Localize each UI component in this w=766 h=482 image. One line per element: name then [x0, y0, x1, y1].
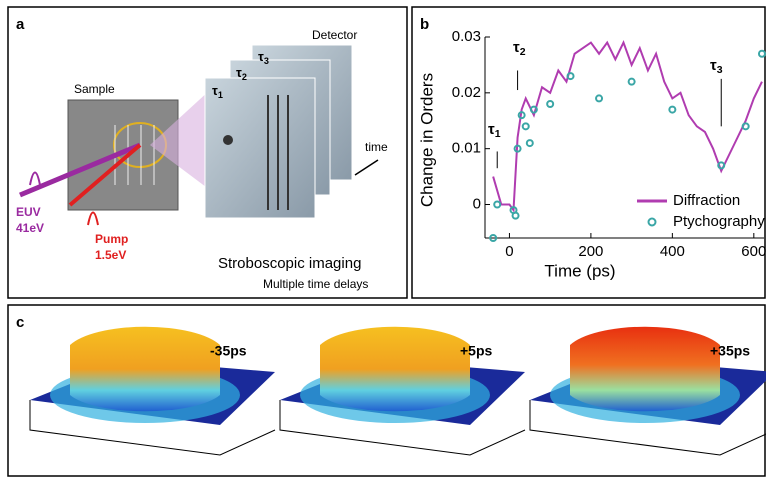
chart: 0 0.01 0.02 0.03 0 200 400 600 Time (ps) Change i… [417, 28, 766, 281]
x-tick-label: 600 [741, 243, 766, 260]
tau-subscript: 1 [218, 90, 223, 100]
legend-swatch [649, 219, 656, 226]
time-label: time [365, 140, 388, 154]
ptychography-point [669, 107, 675, 113]
tau-subscript: 1 [495, 128, 501, 140]
time-arrow [355, 160, 378, 175]
x-tick-label: 200 [578, 243, 603, 260]
tau-subscript: 3 [717, 64, 723, 76]
y-tick-label: 0.02 [452, 84, 481, 101]
delay-label: -35ps [210, 343, 247, 359]
ptychography-point [759, 51, 765, 57]
pump-label: Pump [95, 232, 128, 246]
euv-pulse [30, 173, 40, 186]
figure: a Sample EUV 41eV Pump 1.5eV Detector τ1… [0, 0, 766, 477]
ptychography-point [513, 213, 519, 219]
tau-subscript: 3 [264, 56, 269, 66]
y-tick-label: 0.03 [452, 28, 481, 45]
panel-label: a [16, 16, 25, 33]
ptychography-point [743, 123, 749, 129]
ptychography-point [494, 202, 500, 208]
ptychography-point [568, 73, 574, 79]
surface [70, 327, 220, 412]
panel-label: b [420, 16, 429, 33]
ptychography-point [596, 95, 602, 101]
surfaces: -35ps +5ps +35ps [30, 327, 766, 455]
surface [320, 327, 470, 412]
detector-label: Detector [312, 28, 357, 42]
y-tick-label: 0 [473, 195, 481, 212]
legend-label: Diffraction [673, 192, 740, 209]
y-axis-label: Change in Orders [417, 73, 436, 207]
caption: Stroboscopic imaging [218, 255, 361, 272]
ptychography-point [547, 101, 553, 107]
y-tick-label: 0.01 [452, 140, 481, 157]
x-axis-label: Time (ps) [544, 261, 615, 280]
tau-subscript: 2 [520, 46, 526, 58]
delay-label: +5ps [460, 343, 493, 359]
tau-label: τ2 [513, 39, 526, 58]
frame-feature [223, 135, 233, 145]
ptychography-point [629, 79, 635, 85]
subcaption: Multiple time delays [263, 277, 368, 291]
pump-energy: 1.5eV [95, 248, 126, 262]
tau-label: τ3 [710, 57, 723, 76]
panel-label: c [16, 314, 24, 331]
ptychography-point [523, 123, 529, 129]
tau-subscript: 2 [242, 72, 247, 82]
ptychography-point [718, 162, 724, 168]
ptychography-point [531, 107, 537, 113]
euv-energy: 41eV [16, 221, 44, 235]
delay-label: +35ps [710, 343, 750, 359]
tau-label: τ1 [488, 121, 501, 140]
panel-a: a Sample EUV 41eV Pump 1.5eV Detector τ1… [16, 16, 388, 291]
euv-label: EUV [16, 205, 41, 219]
x-tick-label: 0 [505, 243, 513, 260]
sample-label: Sample [74, 82, 115, 96]
x-tick-label: 400 [660, 243, 685, 260]
surface [570, 327, 720, 412]
pump-pulse [88, 213, 98, 226]
ptychography-point [527, 140, 533, 146]
legend-label: Ptychography [673, 213, 765, 230]
